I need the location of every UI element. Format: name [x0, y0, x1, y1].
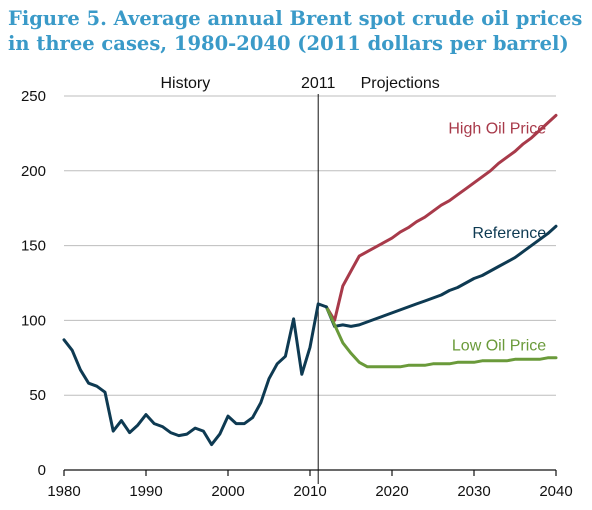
x-tick-label-2010: 2010: [293, 483, 326, 500]
axes: 0 50 100 150 200 250 1980 1990 2000 2010 2020 2030 2…: [21, 88, 573, 500]
chart-title-line-1: Figure 5. Average annual Brent spot crud…: [8, 7, 583, 30]
y-tick-label-250: 250: [21, 88, 46, 105]
gridlines: [64, 95, 556, 396]
x-tick-label-2020: 2020: [375, 483, 408, 500]
series-line-reference: [324, 224, 558, 328]
series-label-low-oil-price: Low Oil Price: [452, 337, 546, 354]
region-label-divider: 2011: [301, 75, 336, 92]
x-tick-label-1980: 1980: [47, 483, 80, 500]
y-tick-label-200: 200: [21, 163, 46, 180]
region-label-projections: Projections: [361, 75, 440, 92]
labels: History 2011 Projections High Oil Price Refe…: [160, 75, 546, 354]
x-tick-label-2000: 2000: [211, 483, 244, 500]
chart-title-line-2: in three cases, 1980-2040 (2011 dollars …: [8, 32, 569, 55]
series-label-high-oil-price: High Oil Price: [448, 120, 546, 137]
series-line-history: [62, 302, 328, 447]
chart-title: Figure 5. Average annual Brent spot crud…: [8, 6, 588, 56]
region-label-history: History: [160, 75, 210, 92]
series-lines: [62, 113, 558, 447]
series-line-low-oil-price: [324, 305, 558, 369]
y-tick-label-0: 0: [38, 462, 46, 479]
series-label-reference: Reference: [472, 225, 546, 242]
y-tick-label-50: 50: [29, 387, 46, 404]
y-tick-label-100: 100: [21, 312, 46, 329]
series-line-high-oil-price: [324, 113, 558, 322]
x-tick-label-2040: 2040: [539, 483, 572, 500]
x-tick-label-2030: 2030: [457, 483, 490, 500]
x-tick-label-1990: 1990: [129, 483, 162, 500]
y-tick-label-150: 150: [21, 238, 46, 255]
